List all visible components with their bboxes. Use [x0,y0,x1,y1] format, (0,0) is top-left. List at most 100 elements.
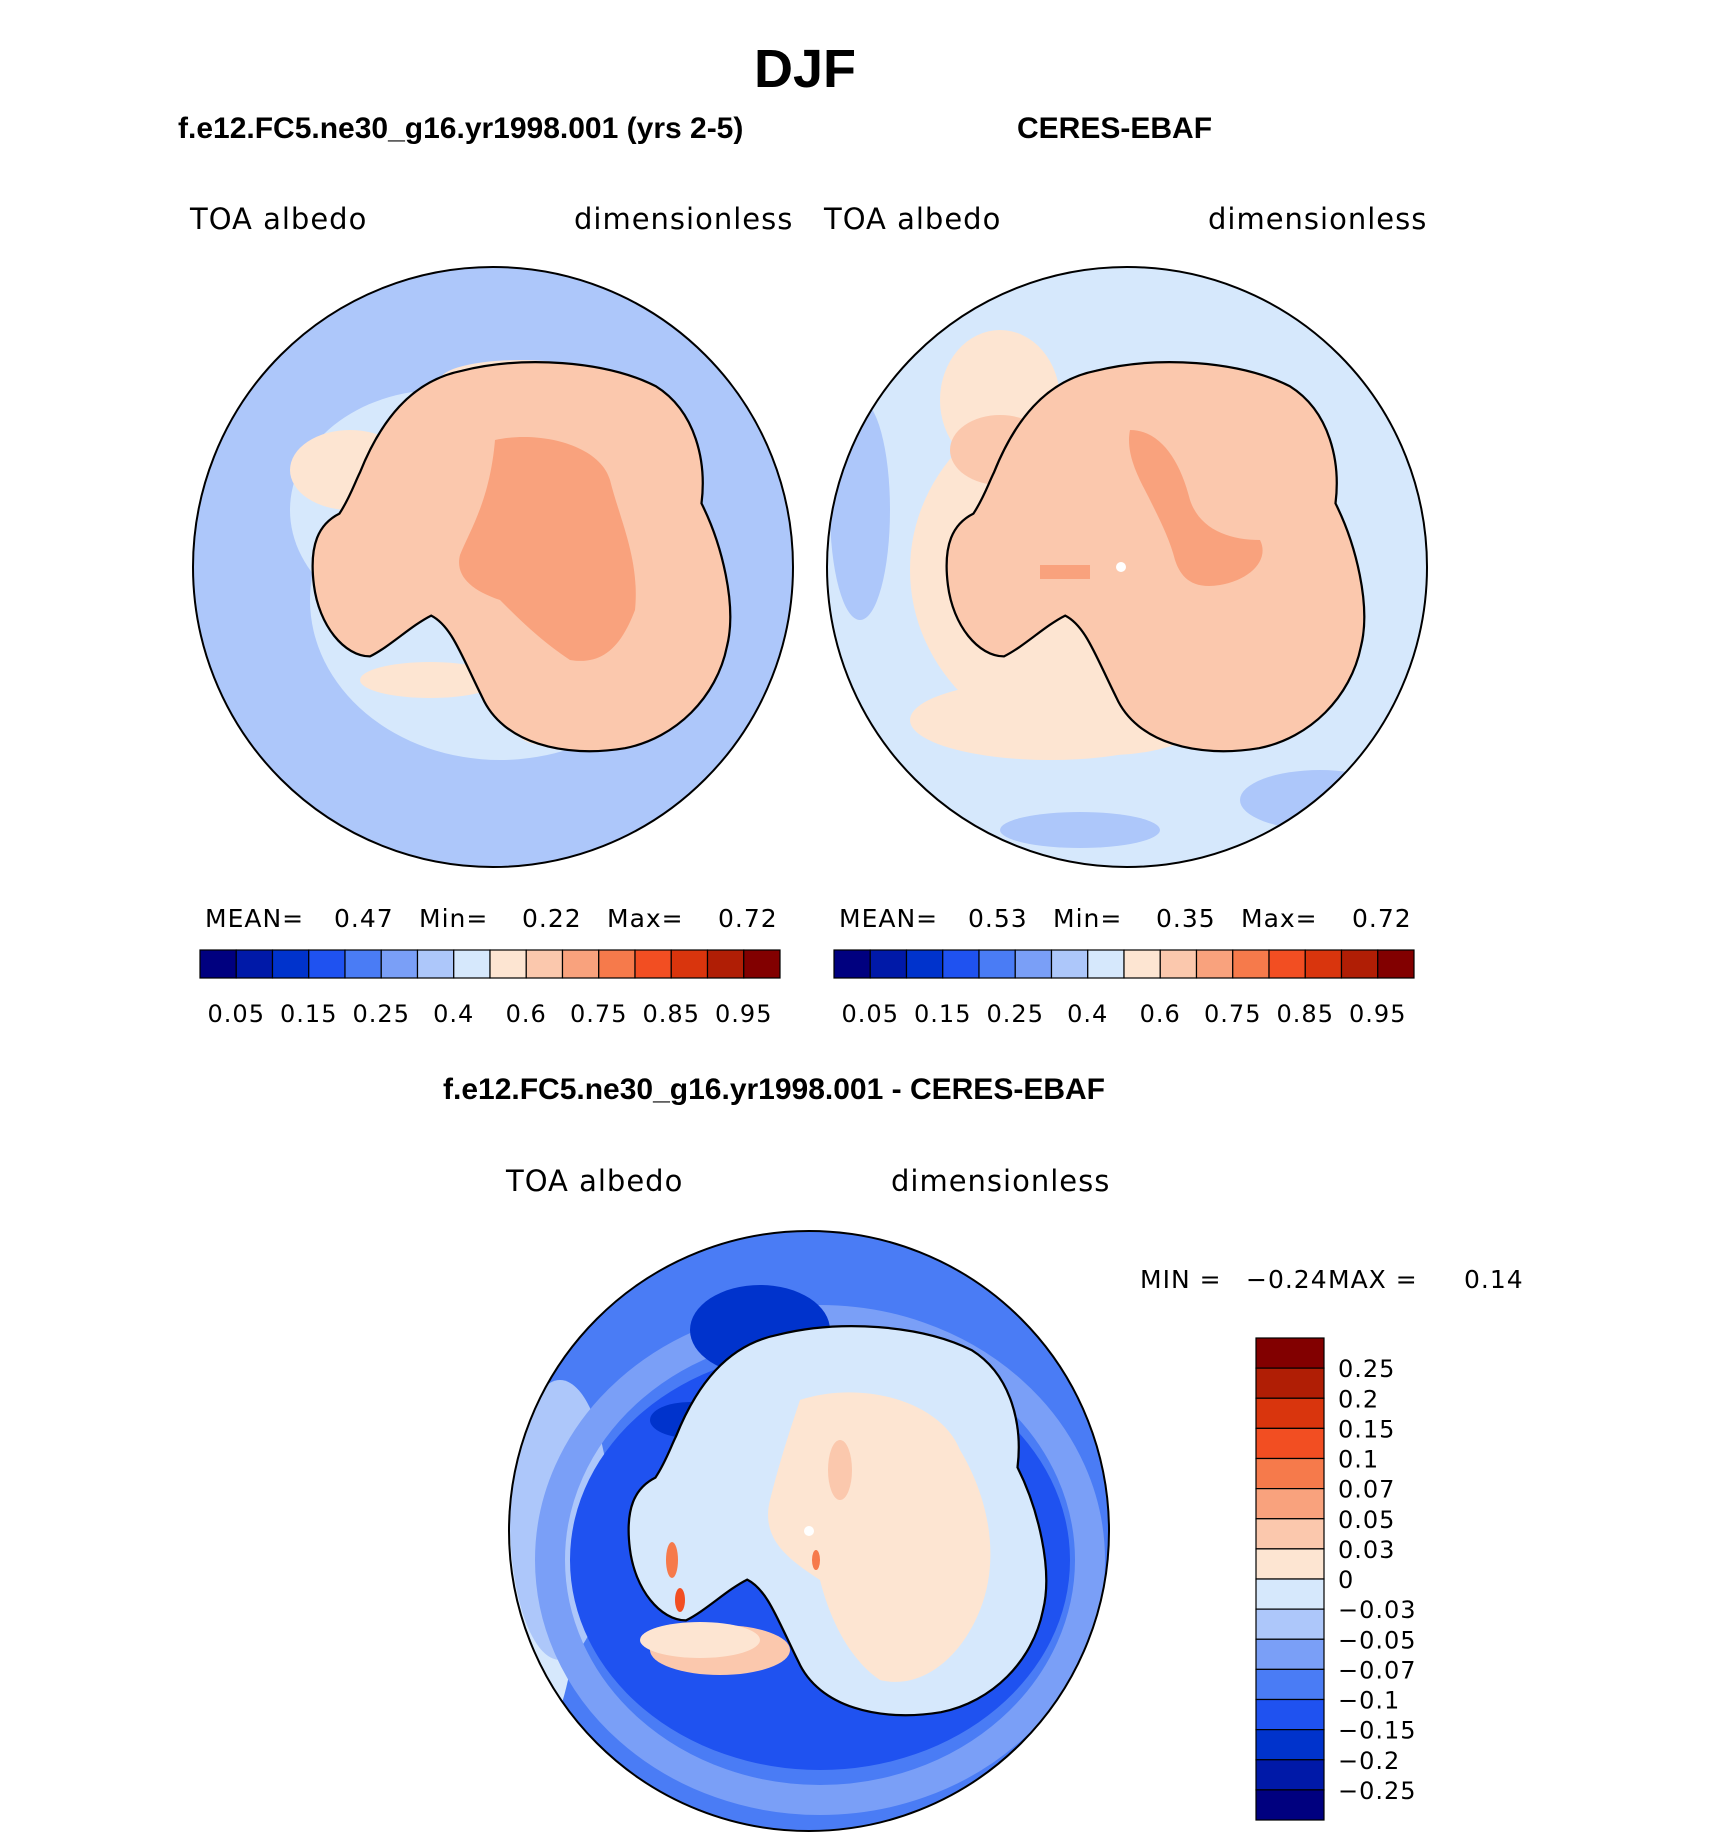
panel2-map [826,266,1428,868]
panel1-min-label: Min= [419,904,489,933]
panel2-colorbar-swatch [1232,949,1270,979]
panel3-colorbar-tick-label: −0.2 [1338,1747,1400,1775]
panel3-colorbar-swatch [1255,1427,1325,1460]
panel1-colorbar-swatch [561,949,600,979]
panel3-colorbar-swatch [1255,1457,1325,1490]
panel2-colorbar-swatch [1087,949,1125,979]
panel1-colorbar-swatch [525,949,564,979]
panel1-colorbar-tick-label: 0.6 [506,1000,547,1028]
panel2-colorbar-swatch [1123,949,1161,979]
panel3-colorbar-swatch [1255,1608,1325,1640]
panel2-min-value: 0.35 [1156,904,1216,933]
panel3-colorbar-tick-label: 0.07 [1338,1476,1395,1504]
panel3-colorbar-swatch [1255,1337,1325,1369]
panel3-colorbar-tick-label: −0.25 [1338,1777,1417,1805]
panel1-colorbar-tick-label: 0.85 [643,1000,700,1028]
panel1-colorbar-tick-label: 0.95 [715,1000,772,1028]
panel1-colorbar-tick-label: 0.15 [280,1000,337,1028]
panel3-colorbar-swatch [1255,1548,1325,1580]
panel2-colorbar-tick-label: 0.25 [987,1000,1044,1028]
panel3-min-label: MIN = [1140,1265,1222,1294]
panel3-colorbar-tick-label: 0.25 [1338,1355,1395,1383]
panel1-colorbar-swatch [743,949,781,979]
panel1-colorbar-swatch [271,949,310,979]
panel3-colorbar-tick-label: −0.1 [1338,1687,1400,1715]
panel3-colorbar-swatch [1255,1397,1325,1429]
panel1-colorbar-tick-label: 0.05 [208,1000,265,1028]
panel3-colorbar-tick-label: 0.05 [1338,1506,1395,1534]
panel1-mean-value: 0.47 [334,904,394,933]
panel1-colorbar-tick-label: 0.4 [433,1000,474,1028]
panel3-min-value: −0.24 [1246,1265,1328,1294]
panel2-title: CERES-EBAF [1017,112,1213,145]
panel3-colorbar-tick-label: −0.15 [1338,1717,1417,1745]
panel2-colorbar-swatch [1340,949,1379,979]
panel3-colorbar-swatch [1255,1759,1325,1791]
panel2-colorbar-swatch [1159,949,1198,979]
panel2-variable-label: TOA albedo [824,202,1002,236]
panel1-colorbar-tick-label: 0.75 [570,1000,627,1028]
panel2-mean-value: 0.53 [968,904,1028,933]
panel3-colorbar-swatch [1255,1668,1325,1701]
panel2-colorbar-swatch [1304,949,1343,979]
panel1-colorbar-swatch [380,949,419,979]
panel3-colorbar-tick-label: −0.05 [1338,1626,1417,1654]
panel2-colorbar-swatch [905,949,944,979]
panel3-colorbar-tick-label: −0.07 [1338,1656,1417,1684]
panel1-colorbar-swatch [199,949,237,979]
panel2-colorbar-swatch [978,949,1016,979]
panel2-min-label: Min= [1053,904,1123,933]
panel1-max-value: 0.72 [718,904,778,933]
panel1-colorbar-swatch [706,949,745,979]
panel3-colorbar-tick-label: 0.03 [1338,1536,1395,1564]
panel1-units-label: dimensionless [574,202,794,236]
panel2-units-label: dimensionless [1208,202,1428,236]
panel2-colorbar-swatch [1377,949,1415,979]
panel3-colorbar-swatch [1255,1638,1325,1670]
panel3-colorbar-swatch [1255,1729,1325,1761]
panel1-map [192,266,794,868]
panel1-colorbar-swatch [308,949,346,979]
panel1-variable-label: TOA albedo [190,202,368,236]
panel1-min-value: 0.22 [522,904,582,933]
panel3-variable-label: TOA albedo [506,1164,684,1198]
panel2-mean-label: MEAN= [839,904,939,933]
panel3-colorbar-swatch [1255,1789,1325,1821]
panel3-title: f.e12.FC5.ne30_g16.yr1998.001 - CERES-EB… [443,1073,1105,1106]
panel3-colorbar-swatch [1255,1578,1325,1610]
panel2-colorbar-tick-label: 0.75 [1204,1000,1261,1028]
panel3-colorbar-swatch [1255,1367,1325,1399]
panel1-colorbar-swatch [670,949,709,979]
panel3-colorbar-tick-label: 0.15 [1338,1415,1395,1443]
panel1-colorbar-swatch [489,949,527,979]
panel3-map [508,1230,1110,1832]
panel2-colorbar-swatch [1195,949,1234,979]
panel3-max-label: MAX = [1328,1265,1418,1294]
panel2-max-label: Max= [1241,904,1318,933]
panel1-title: f.e12.FC5.ne30_g16.yr1998.001 (yrs 2-5) [178,112,744,145]
panel3-colorbar-tick-label: 0.1 [1338,1446,1379,1474]
panel1-colorbar-swatch [453,949,491,979]
panel2-colorbar-tick-label: 0.15 [914,1000,971,1028]
panel1-colorbar: 0.05 0.15 0.25 0.4 0.6 0.75 0.85 0.95 [199,949,781,1028]
panel3-colorbar-tick-label: 0 [1338,1566,1354,1594]
panel3-colorbar-swatch [1255,1698,1325,1731]
panel1-colorbar-swatch [235,949,274,979]
panel2-colorbar-swatch [1268,949,1306,979]
panel3-colorbar: 0.250.20.150.10.070.050.030−0.03−0.05−0.… [1255,1337,1417,1821]
panel2-colorbar-tick-label: 0.4 [1067,1000,1108,1028]
panel2-colorbar-swatch [1050,949,1089,979]
panel1-max-label: Max= [607,904,684,933]
panel1-colorbar-tick-label: 0.25 [353,1000,410,1028]
panel2-colorbar-swatch [1014,949,1053,979]
panel1-colorbar-swatch [634,949,672,979]
panel2-colorbar-tick-label: 0.05 [842,1000,899,1028]
panel3-colorbar-tick-label: −0.03 [1338,1596,1417,1624]
figure-title: DJF [753,39,856,99]
panel2-colorbar-tick-label: 0.85 [1277,1000,1334,1028]
panel3-units-label: dimensionless [891,1164,1111,1198]
panel2-colorbar-swatch [942,949,980,979]
panel2-colorbar-tick-label: 0.6 [1140,1000,1181,1028]
panel1-mean-label: MEAN= [205,904,305,933]
